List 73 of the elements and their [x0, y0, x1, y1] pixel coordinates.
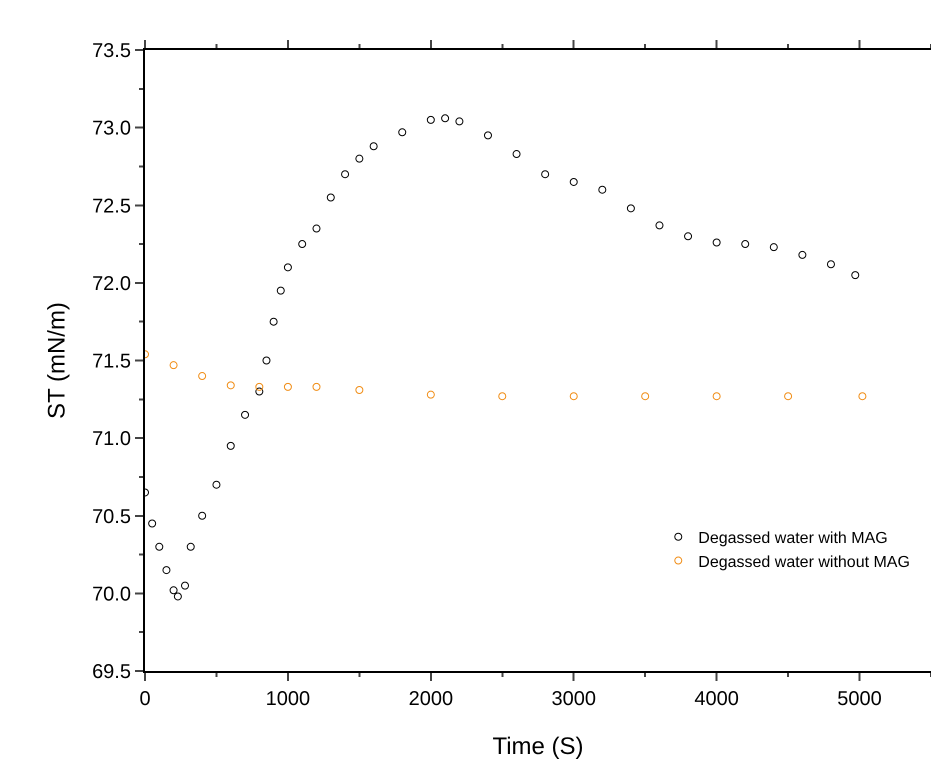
y-tick-label: 69.5: [92, 661, 131, 683]
point: [284, 263, 292, 272]
point: [655, 221, 664, 230]
point: [212, 480, 220, 489]
point: [270, 318, 278, 326]
point: [226, 442, 235, 450]
y-axis-title: ST (mN/m): [44, 302, 71, 419]
point: [370, 142, 378, 150]
point: [712, 392, 721, 400]
point: [326, 193, 335, 202]
point: [170, 361, 178, 370]
point: [626, 204, 635, 212]
point: [174, 592, 182, 600]
point: [162, 566, 170, 574]
point: [826, 260, 835, 268]
x-tick-label: 1000: [266, 688, 310, 710]
y-tick-label: 70.0: [92, 583, 131, 606]
point: [241, 410, 250, 419]
point: [298, 240, 306, 248]
point: [512, 150, 521, 158]
point: [541, 170, 550, 178]
point: [155, 542, 164, 551]
point: [198, 372, 206, 380]
point: [226, 381, 235, 390]
point: [858, 392, 866, 400]
point: [255, 388, 264, 396]
x-axis-title: Time (S): [492, 733, 584, 760]
point: [770, 243, 778, 252]
x-tick-label: 2000: [408, 688, 454, 710]
point: [398, 128, 406, 136]
point: [426, 116, 435, 124]
point: [570, 178, 578, 186]
point: [355, 386, 364, 394]
point: [426, 390, 435, 399]
point: [276, 286, 285, 295]
y-tick-label: 72.0: [92, 272, 131, 295]
y-tick-label: 72.5: [92, 195, 131, 218]
point: [798, 250, 806, 259]
point: [498, 392, 506, 400]
point: [262, 356, 270, 364]
point: [255, 382, 264, 391]
point: [712, 238, 721, 247]
point: [355, 154, 364, 163]
y-tick-label: 73.5: [92, 40, 131, 62]
point: [641, 392, 650, 400]
point: [570, 392, 578, 400]
y-tick-label: 73.0: [92, 118, 131, 140]
point: [312, 382, 320, 391]
point: [741, 240, 750, 248]
point: [851, 271, 860, 280]
y-tick-label: 70.5: [92, 506, 131, 528]
point: [441, 114, 450, 122]
point: [181, 582, 190, 590]
point: [598, 186, 606, 194]
point: [148, 520, 156, 528]
x-tick-label: 5000: [837, 688, 882, 710]
point: [186, 542, 195, 551]
point: [312, 224, 320, 233]
point: [455, 117, 464, 126]
legend-label: Degassed water with MAG: [698, 530, 888, 547]
point: [170, 586, 178, 594]
x-tick-label: 0: [139, 688, 151, 710]
x-tick-label: 4000: [694, 688, 739, 710]
point: [684, 232, 692, 240]
x-tick-label: 3000: [551, 688, 596, 710]
point: [284, 382, 292, 391]
y-tick-label: 71.5: [92, 350, 131, 372]
point: [484, 131, 492, 140]
point: [198, 512, 206, 520]
point: [341, 170, 350, 178]
y-tick-label: 71.0: [92, 428, 131, 450]
legend-label: Degassed water without MAG: [698, 554, 910, 571]
point: [784, 392, 792, 400]
